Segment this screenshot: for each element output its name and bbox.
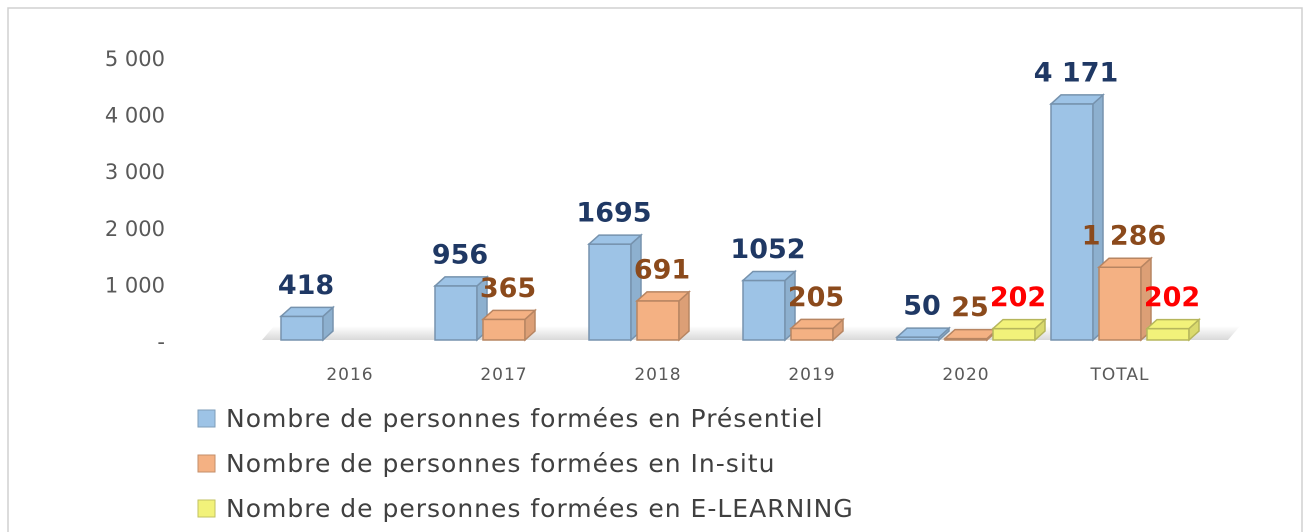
bar-top: [895, 327, 951, 338]
bar: [1146, 327, 1190, 341]
bar: [992, 327, 1036, 341]
bar: [742, 279, 786, 341]
value-label: 202: [990, 282, 1046, 313]
value-label: 956: [432, 239, 488, 270]
value-label: 25: [951, 292, 989, 323]
y-tick-label: 4 000: [105, 104, 165, 128]
x-tick-label: 2019: [788, 365, 835, 385]
bar-top: [279, 306, 335, 318]
value-label: 691: [634, 254, 690, 285]
bar-top: [991, 318, 1047, 330]
bar: [636, 300, 680, 341]
bar-top: [1097, 257, 1153, 268]
bar: [1098, 266, 1142, 341]
bar-top: [1049, 94, 1105, 105]
bar-top: [789, 318, 845, 330]
legend-label: Nombre de personnes formées en Présentie…: [226, 404, 824, 433]
frame: [7, 7, 1303, 532]
y-tick-label: -: [157, 330, 165, 354]
legend-label: Nombre de personnes formées en In-situ: [226, 449, 775, 478]
bar-top: [1145, 318, 1201, 330]
bar: [588, 243, 632, 341]
x-tick-label: 2017: [480, 365, 527, 385]
bar-top: [433, 276, 489, 287]
value-label: 4 171: [1034, 57, 1119, 88]
bar: [482, 318, 526, 341]
value-label: 50: [903, 291, 941, 322]
x-tick-label: TOTAL: [1090, 365, 1150, 385]
y-tick-label: 1 000: [105, 273, 165, 297]
legend-swatch: [197, 499, 216, 518]
x-tick-label: 2018: [634, 365, 681, 385]
bar: [280, 315, 324, 341]
value-label: 202: [1144, 282, 1200, 313]
y-tick-label: 5 000: [105, 47, 165, 71]
bar-top: [587, 234, 643, 245]
value-label: 1695: [576, 198, 651, 229]
x-tick-label: 2016: [326, 365, 373, 385]
bar-top: [481, 309, 537, 321]
value-label: 1 286: [1082, 221, 1167, 252]
bar: [790, 327, 834, 341]
bar-top: [741, 270, 797, 282]
y-tick-label: 2 000: [105, 217, 165, 241]
x-tick-label: 2020: [942, 365, 989, 385]
legend-label: Nombre de personnes formées en E-LEARNIN…: [226, 494, 854, 523]
legend-swatch: [197, 454, 216, 473]
value-label: 365: [480, 273, 536, 304]
bar-top: [635, 291, 691, 302]
bar-top: [943, 328, 999, 340]
value-label: 1052: [730, 234, 805, 265]
bar: [434, 285, 478, 341]
legend-swatch: [197, 409, 216, 428]
y-tick-label: 3 000: [105, 160, 165, 184]
value-label: 418: [278, 270, 334, 301]
value-label: 205: [788, 282, 844, 313]
